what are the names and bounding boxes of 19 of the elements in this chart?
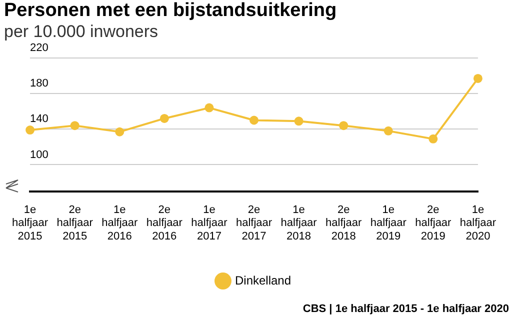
x-tick-label: 2e halfjaar 2015 [56, 204, 94, 242]
x-tick-label: 1e halfjaar 2017 [191, 204, 228, 242]
x-tick-label: 1e halfjaar 2020 [460, 204, 496, 242]
text: CBS | 1e halfjaar 2015 - 1e halfjaar 2020 [302, 303, 509, 315]
legend-label: Dinkelland [234, 273, 292, 288]
y-tick-label: 180 [30, 78, 48, 90]
x-tick-label: 2e halfjaar 2017 [236, 204, 272, 242]
x-tick-label: 1e halfjaar 2019 [370, 204, 407, 242]
x-tick-label: 1e halfjaar 2018 [280, 204, 318, 242]
chart-title: Personen met een bijstandsuitkering [4, 0, 337, 22]
chart-subtitle: per 10.000 inwoners [4, 22, 158, 42]
x-tick-label: 2e halfjaar 2019 [415, 204, 452, 242]
x-tick-label: 1e halfjaar 2015 [12, 204, 48, 242]
x-tick-label: 2e halfjaar 2018 [326, 204, 362, 242]
x-tick-label: 1e halfjaar 2016 [102, 204, 138, 242]
y-tick-label: 100 [30, 148, 48, 161]
y-tick-label: 140 [30, 113, 48, 126]
y-tick-label: 220 [30, 42, 48, 54]
x-tick-label: 2e halfjaar 2016 [146, 204, 183, 242]
